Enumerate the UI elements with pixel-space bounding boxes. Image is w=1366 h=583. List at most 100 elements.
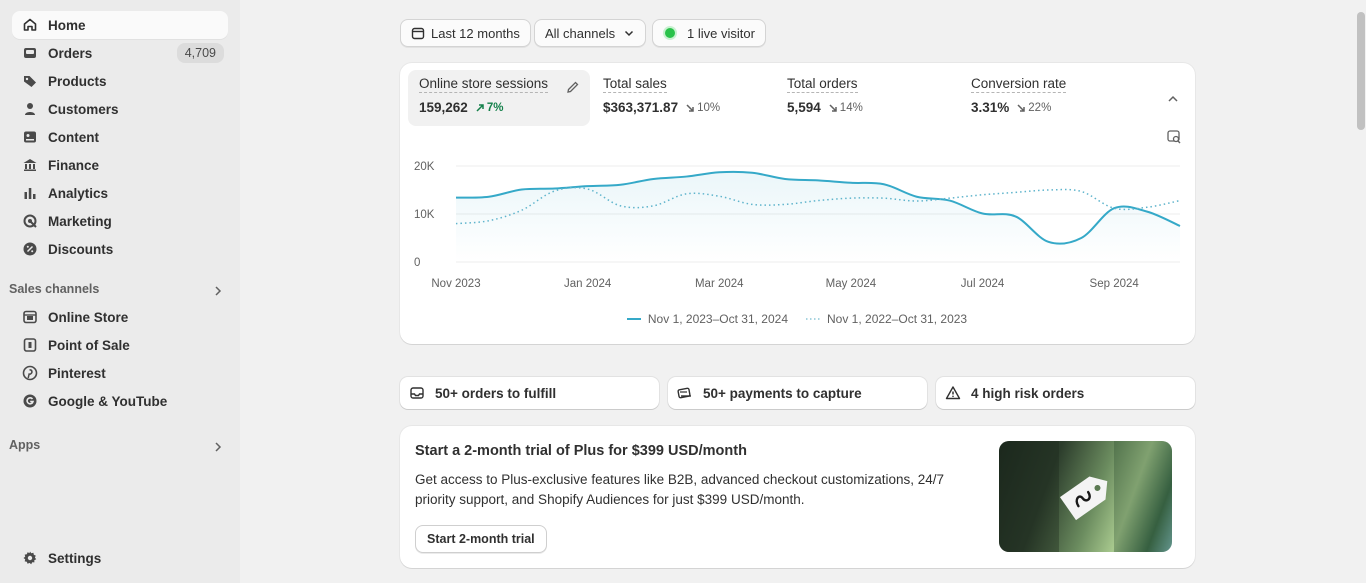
- metric-sessions[interactable]: Online store sessions 159,262 7%: [408, 70, 590, 126]
- live-visitor-label: 1 live visitor: [687, 25, 755, 41]
- metric-title: Total orders: [787, 76, 858, 93]
- nav-item-settings[interactable]: Settings: [12, 544, 228, 572]
- warning-icon: [945, 386, 961, 400]
- legend-item-previous[interactable]: Nov 1, 2022–Oct 31, 2023: [806, 312, 967, 326]
- legend-solid-line-icon: [626, 318, 641, 320]
- nav-item-orders[interactable]: Orders 4,709: [12, 39, 228, 67]
- sales-channels-title[interactable]: Sales channels: [9, 282, 100, 296]
- date-range-label: Last 12 months: [431, 25, 520, 41]
- sales-channel-google-youtube[interactable]: Google & YouTube: [12, 387, 228, 415]
- nav-label: Customers: [48, 101, 119, 117]
- channels-dropdown[interactable]: All channels: [534, 19, 647, 47]
- chevron-right-icon[interactable]: [212, 285, 224, 297]
- task-payments-to-capture[interactable]: 50+ payments to capture: [668, 377, 927, 409]
- task-label: 4 high risk orders: [971, 385, 1085, 401]
- metric-change-value: 7%: [486, 101, 504, 114]
- x-tick-label: May 2024: [826, 278, 877, 290]
- nav-item-content[interactable]: Content: [12, 123, 228, 151]
- metric-total-orders[interactable]: Total orders 5,594 14%: [776, 70, 958, 126]
- gear-icon: [22, 550, 38, 566]
- analytics-card: Online store sessions 159,262 7% Total s…: [400, 63, 1195, 344]
- nav-label: Marketing: [48, 213, 112, 229]
- chevron-right-icon[interactable]: [212, 441, 224, 453]
- orders-icon: [22, 45, 38, 61]
- metric-change: 7%: [475, 101, 504, 114]
- chart-legend: Nov 1, 2023–Oct 31, 2024 Nov 1, 2022–Oct…: [400, 312, 1194, 326]
- nav-label: Content: [48, 129, 99, 145]
- chart-search-icon[interactable]: [1166, 129, 1182, 145]
- metric-change-value: 14%: [839, 101, 863, 114]
- bar-chart-icon: [22, 185, 38, 201]
- metric-value: 3.31%: [971, 100, 1010, 115]
- y-tick-label: 20K: [414, 161, 435, 173]
- nav-label: Home: [48, 17, 86, 33]
- promo-description: Get access to Plus-exclusive features li…: [415, 472, 945, 507]
- metric-change-value: 22%: [1028, 101, 1052, 114]
- metric-value: 159,262: [419, 100, 468, 115]
- metric-title: Online store sessions: [419, 76, 549, 93]
- edit-pencil-icon[interactable]: [566, 80, 580, 94]
- arrow-up-right-icon: [476, 103, 484, 112]
- metric-title: Total sales: [603, 76, 667, 93]
- arrow-down-right-icon: [829, 103, 837, 112]
- nav-label: Settings: [48, 550, 102, 566]
- orders-count-badge: 4,709: [176, 43, 224, 63]
- metric-title: Conversion rate: [971, 76, 1067, 93]
- nav-label: Finance: [48, 157, 100, 173]
- bank-icon: [22, 157, 38, 173]
- task-label: 50+ payments to capture: [703, 385, 862, 401]
- sidebar: Home Orders 4,709 Products Customers Con…: [0, 0, 240, 583]
- task-high-risk-orders[interactable]: 4 high risk orders: [936, 377, 1195, 409]
- task-orders-to-fulfill[interactable]: 50+ orders to fulfill: [400, 377, 659, 409]
- nav-label: Online Store: [48, 309, 129, 325]
- target-icon: [22, 213, 38, 229]
- metric-conversion-rate[interactable]: Conversion rate 3.31% 22%: [960, 70, 1142, 126]
- discount-icon: [22, 241, 38, 257]
- x-tick-label: Mar 2024: [695, 278, 744, 290]
- nav-item-finance[interactable]: Finance: [12, 151, 228, 179]
- x-tick-label: Nov 2023: [431, 278, 480, 290]
- date-range-button[interactable]: Last 12 months: [400, 19, 531, 47]
- nav-label: Products: [48, 73, 107, 89]
- live-visitor-button[interactable]: 1 live visitor: [652, 19, 766, 47]
- y-tick-label: 10K: [414, 209, 435, 221]
- content-icon: [22, 129, 38, 145]
- payment-icon: [677, 387, 691, 399]
- live-dot-icon: [663, 26, 677, 40]
- nav-label: Point of Sale: [48, 337, 130, 353]
- nav-item-customers[interactable]: Customers: [12, 95, 228, 123]
- page-scrollbar[interactable]: [1356, 0, 1366, 583]
- metric-value: 5,594: [787, 100, 821, 115]
- person-icon: [22, 101, 38, 117]
- nav-label: Analytics: [48, 185, 109, 201]
- scrollbar-thumb[interactable]: [1357, 12, 1365, 130]
- sales-channel-online-store[interactable]: Online Store: [12, 303, 228, 331]
- sessions-line-chart: 20K 10K 0 Nov 2023 Jan 2024 Mar 2024 May 2024…: [414, 161, 1181, 290]
- pinterest-icon: [22, 365, 38, 381]
- metric-total-sales[interactable]: Total sales $363,371.87 10%: [592, 70, 774, 126]
- sales-channel-point-of-sale[interactable]: Point of Sale: [12, 331, 228, 359]
- start-trial-button[interactable]: Start 2-month trial: [415, 525, 547, 553]
- nav-item-marketing[interactable]: Marketing: [12, 207, 228, 235]
- legend-label: Nov 1, 2023–Oct 31, 2024: [647, 312, 788, 326]
- legend-item-current[interactable]: Nov 1, 2023–Oct 31, 2024: [626, 312, 788, 326]
- tag-icon: [22, 73, 38, 89]
- nav-item-analytics[interactable]: Analytics: [12, 179, 228, 207]
- arrow-down-right-icon: [1017, 103, 1026, 112]
- nav-item-products[interactable]: Products: [12, 67, 228, 95]
- nav-item-home[interactable]: Home: [12, 11, 228, 39]
- home-icon: [22, 17, 38, 33]
- google-icon: [22, 393, 38, 409]
- metric-change-value: 10%: [697, 101, 721, 114]
- nav-label: Google & YouTube: [48, 393, 168, 409]
- promo-title: Start a 2-month trial of Plus for $399 U…: [415, 443, 747, 459]
- collapse-chevron-up-icon[interactable]: [1166, 92, 1180, 106]
- series-area: [456, 171, 1180, 262]
- apps-title[interactable]: Apps: [9, 438, 41, 452]
- series-line-current[interactable]: [455, 170, 1181, 245]
- nav-item-discounts[interactable]: Discounts: [12, 235, 228, 263]
- inbox-icon: [410, 387, 424, 399]
- arrow-down-right-icon: [686, 103, 694, 112]
- sales-channel-pinterest[interactable]: Pinterest: [12, 359, 228, 387]
- store-icon: [22, 309, 38, 325]
